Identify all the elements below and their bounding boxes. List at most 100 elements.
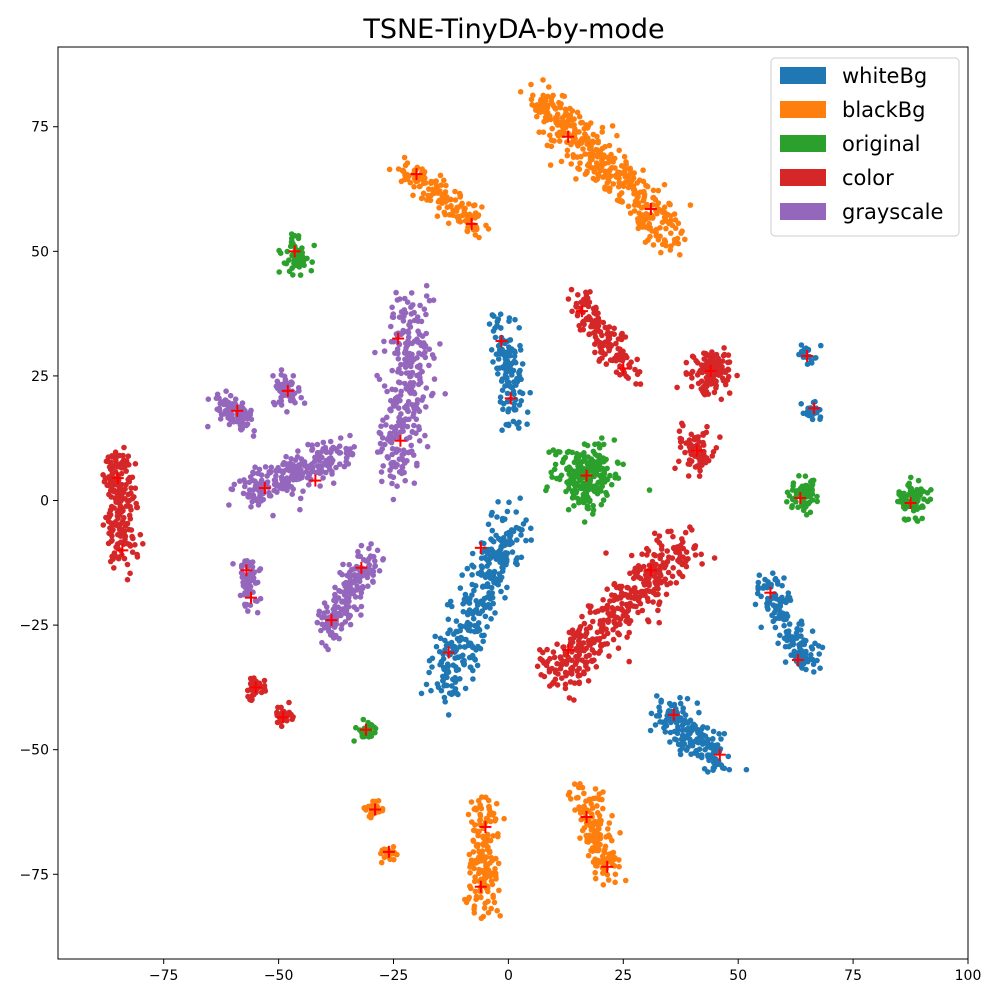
scatter-point [637, 575, 644, 582]
scatter-point [465, 224, 471, 230]
scatter-point [586, 331, 593, 337]
scatter-point [489, 594, 496, 601]
cluster-whiteBg-5 [798, 398, 824, 423]
scatter-point [500, 537, 507, 543]
scatter-point [308, 469, 315, 475]
scatter-point [714, 742, 721, 748]
scatter-point [295, 233, 302, 239]
scatter-point [671, 545, 677, 552]
scatter-point [765, 606, 771, 612]
scatter-point [254, 497, 260, 504]
scatter-point [470, 564, 477, 570]
scatter-point [403, 370, 410, 376]
scatter-point [105, 518, 112, 525]
scatter-point [371, 724, 377, 730]
scatter-point [547, 132, 553, 139]
centroid-marker [355, 561, 368, 574]
scatter-point [470, 615, 477, 622]
scatter-point [331, 621, 338, 628]
scatter-point [584, 442, 591, 449]
scatter-point [550, 649, 557, 655]
scatter-point [590, 175, 597, 182]
scatter-point [485, 226, 492, 232]
scatter-point [534, 663, 541, 670]
scatter-point [485, 521, 492, 528]
scatter-point [914, 518, 920, 524]
scatter-point [710, 765, 717, 771]
scatter-points [100, 77, 934, 922]
scatter-point [698, 378, 705, 385]
scatter-point [611, 580, 618, 587]
scatter-point [320, 475, 326, 481]
scatter-point [677, 252, 683, 258]
scatter-point [111, 565, 117, 571]
scatter-point [697, 459, 703, 465]
scatter-point [668, 702, 675, 709]
scatter-point [573, 176, 579, 182]
scatter-point [682, 449, 688, 456]
scatter-point [583, 122, 589, 128]
scatter-point [400, 167, 406, 174]
scatter-point [647, 727, 654, 734]
scatter-point [488, 584, 495, 591]
scatter-point [549, 474, 555, 480]
scatter-point [351, 738, 357, 744]
plot-frame [57, 46, 969, 960]
scatter-point [664, 558, 671, 565]
scatter-point [801, 637, 807, 643]
scatter-point [613, 340, 619, 347]
scatter-point [395, 166, 402, 172]
scatter-point [619, 199, 625, 205]
scatter-point [611, 618, 617, 624]
scatter-point [585, 678, 592, 684]
scatter-point [243, 590, 249, 597]
scatter-point [668, 230, 674, 236]
scatter-point [528, 537, 534, 543]
scatter-point [755, 584, 761, 590]
scatter-point [567, 679, 574, 685]
scatter-point [589, 835, 595, 841]
scatter-point [274, 719, 281, 726]
scatter-point [330, 635, 337, 641]
scatter-point [919, 503, 925, 509]
scatter-point [571, 781, 578, 787]
scatter-point [404, 458, 410, 464]
scatter-point [280, 461, 286, 468]
scatter-point [686, 461, 693, 468]
scatter-point [390, 399, 397, 406]
scatter-point [582, 132, 589, 138]
scatter-point [404, 160, 411, 166]
scatter-point [358, 542, 365, 549]
scatter-point [710, 356, 716, 362]
centroid-marker [249, 681, 262, 694]
scatter-point [450, 212, 456, 218]
scatter-point [658, 249, 664, 256]
scatter-point [337, 569, 343, 576]
scatter-point [205, 423, 211, 430]
scatter-point [354, 606, 360, 613]
scatter-point [425, 192, 432, 199]
scatter-point [380, 463, 387, 469]
scatter-point [134, 504, 140, 511]
scatter-point [464, 212, 471, 218]
scatter-point [270, 373, 276, 379]
scatter-point [479, 848, 486, 854]
scatter-point [587, 140, 593, 147]
scatter-point [117, 504, 124, 510]
scatter-point [407, 319, 414, 325]
scatter-point [577, 672, 583, 679]
scatter-point [639, 607, 646, 614]
scatter-point [378, 469, 385, 475]
scatter-point [504, 508, 511, 515]
scatter-point [319, 454, 325, 461]
scatter-point [288, 456, 295, 462]
scatter-point [502, 372, 509, 378]
scatter-point [392, 427, 398, 434]
scatter-point [512, 316, 518, 323]
scatter-point [484, 862, 490, 868]
scatter-point [605, 826, 611, 832]
cluster-whiteBg-0 [486, 311, 533, 434]
scatter-point [122, 523, 129, 529]
scatter-point [555, 133, 562, 139]
scatter-point [590, 511, 596, 517]
